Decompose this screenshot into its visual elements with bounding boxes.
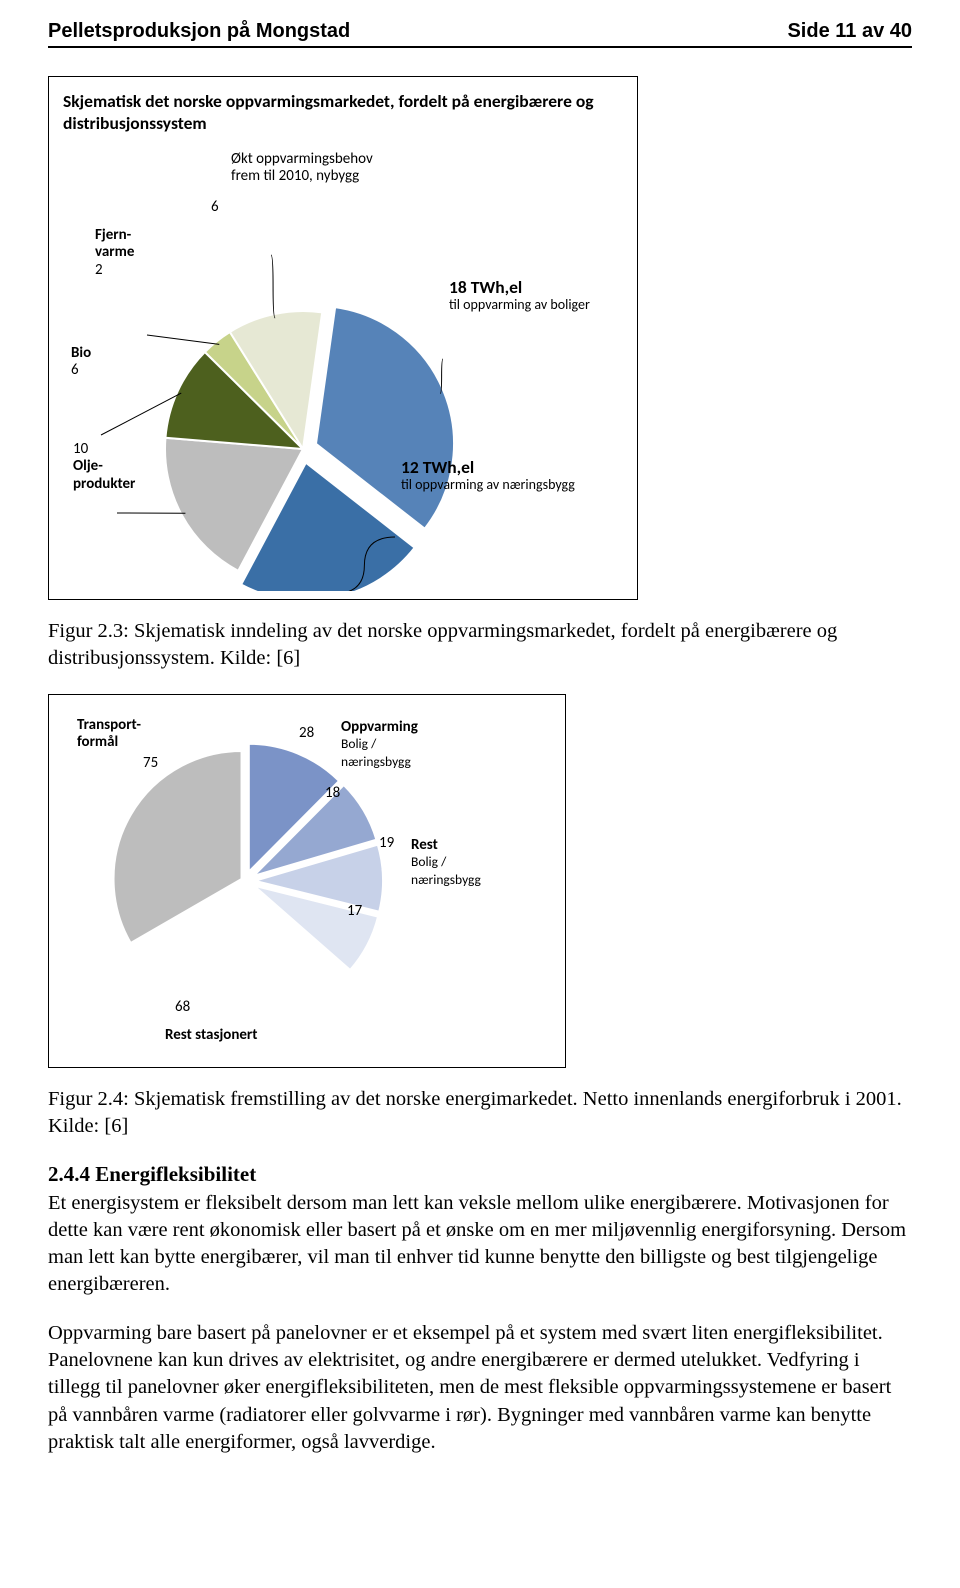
chart1-title: Skjematisk det norske oppvarmingsmarkede… bbox=[49, 77, 637, 141]
figure-caption-2: Figur 2.4: Skjematisk fremstilling av de… bbox=[48, 1086, 912, 1140]
page-number: Side 11 av 40 bbox=[787, 20, 912, 43]
section-paragraph-1: Et energisystem er fleksibelt dersom man… bbox=[48, 1190, 912, 1298]
figure-caption-1: Figur 2.3: Skjematisk inndeling av det n… bbox=[48, 618, 912, 672]
chart-energy-market: Transport-formålOppvarmingBolig /nærings… bbox=[48, 694, 566, 1068]
page-header: Pelletsproduksjon på Mongstad Side 11 av… bbox=[48, 20, 912, 48]
section-paragraph-2: Oppvarming bare basert på panelovner er … bbox=[48, 1320, 912, 1455]
chart-heating-market: Skjematisk det norske oppvarmingsmarkede… bbox=[48, 76, 638, 600]
doc-title: Pelletsproduksjon på Mongstad bbox=[48, 20, 350, 43]
pie-chart-1 bbox=[49, 141, 639, 591]
section-heading: 2.4.4 Energifleksibilitet bbox=[48, 1162, 912, 1187]
